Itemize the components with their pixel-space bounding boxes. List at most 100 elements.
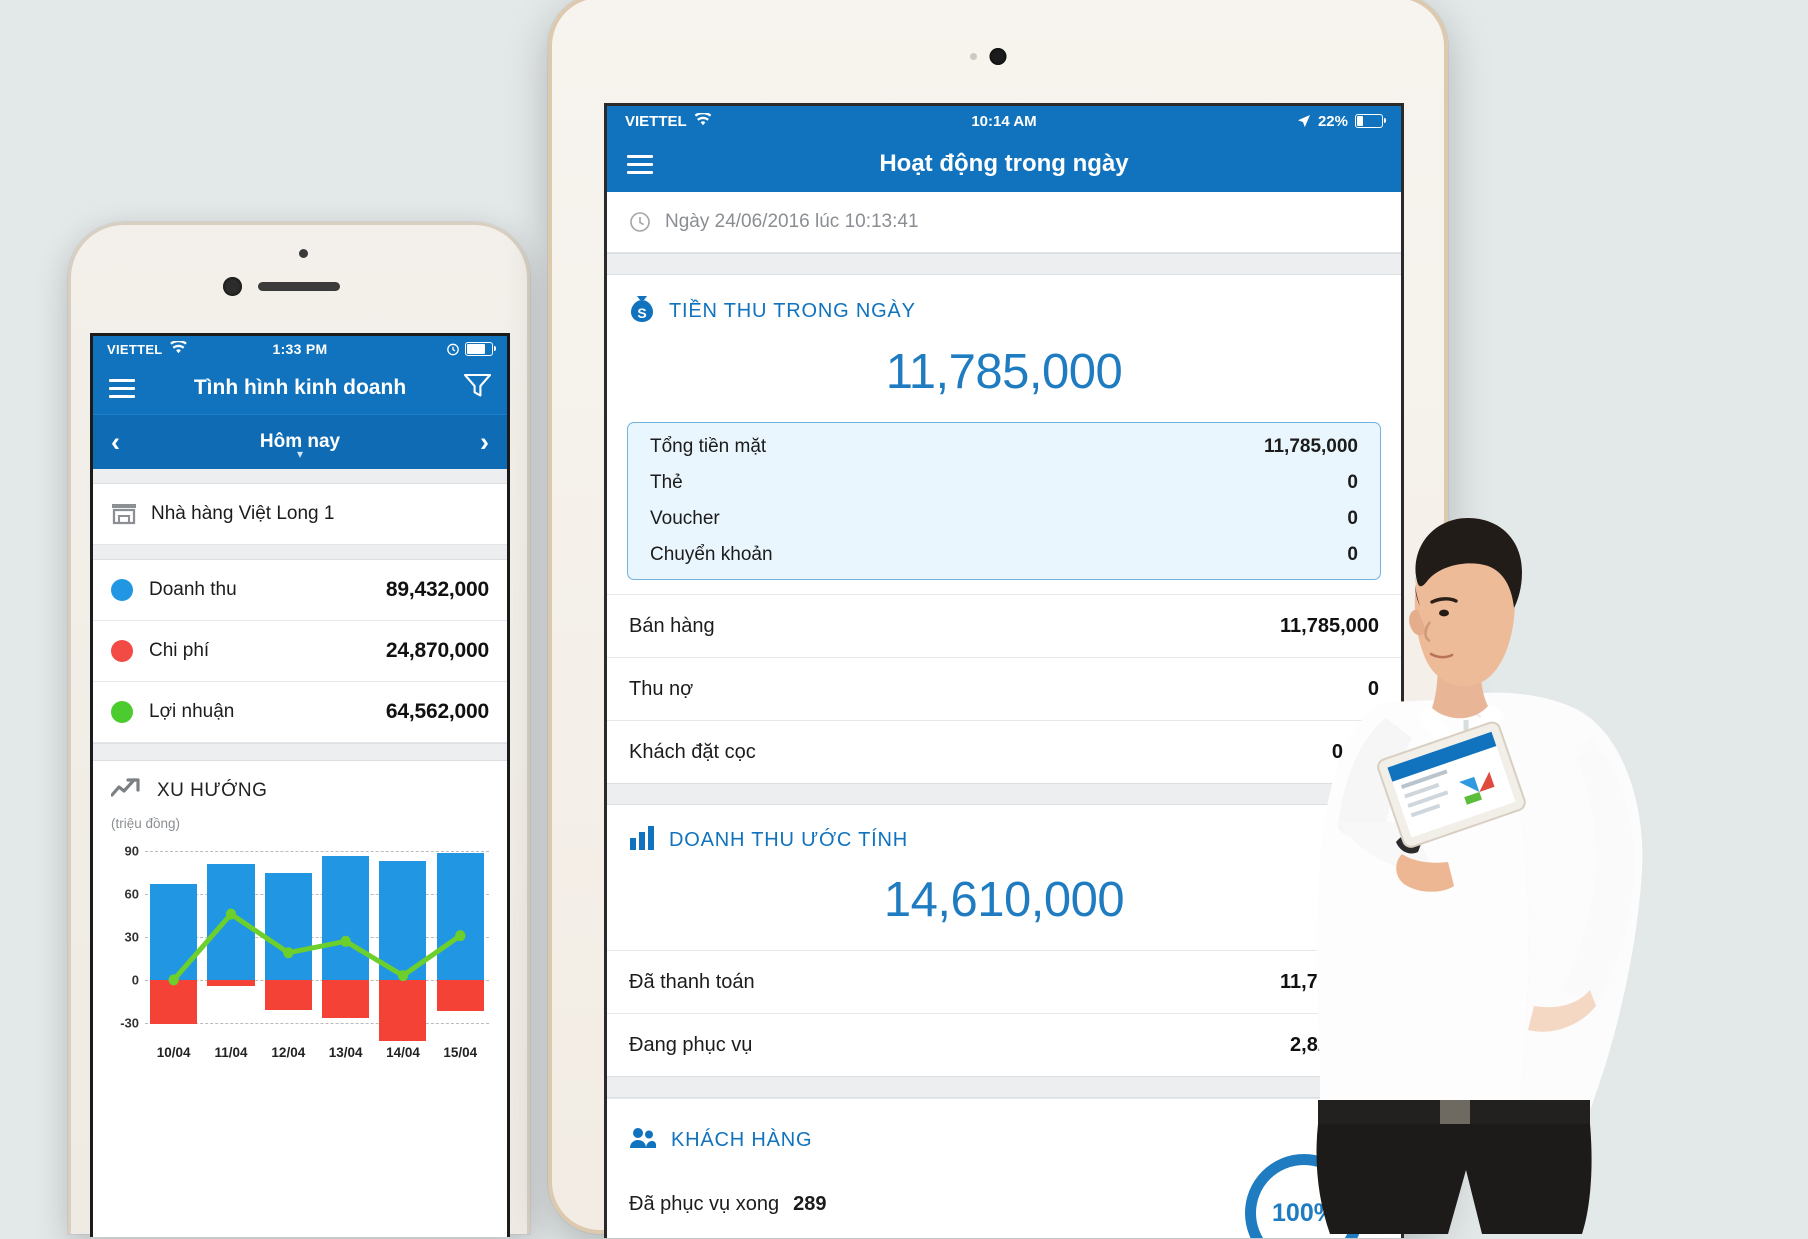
income-row-debt[interactable]: Thu nợ 0 (607, 657, 1401, 720)
tablet-section-gap-3 (607, 1076, 1401, 1098)
metric-label: Chi phí (149, 640, 210, 661)
period-label: Hôm nay (259, 431, 341, 452)
caret-down-icon[interactable]: ▾ (296, 447, 304, 461)
person-photo (1290, 470, 1710, 1234)
y-tick: -30 (120, 1015, 139, 1031)
battery-percent-label: 22% (1317, 112, 1348, 130)
store-name: Nhà hàng Việt Long 1 (151, 503, 335, 524)
wifi-icon (694, 111, 712, 130)
phone-battery-icon (465, 342, 496, 356)
x-tick: 14/04 (386, 1045, 420, 1060)
revenue-row-paid[interactable]: Đã thanh toán 11,785,000 (607, 950, 1401, 1013)
row-label: Bán hàng (629, 614, 715, 637)
gridline (145, 937, 489, 938)
phone-section-gap-3 (93, 743, 507, 761)
metric-dot-profit (111, 701, 133, 723)
tablet-front-camera (989, 48, 1007, 65)
money-bag-icon: S (629, 295, 655, 328)
breakdown-label: Voucher (650, 508, 720, 529)
income-row-sales[interactable]: Bán hàng 11,785,000 (607, 594, 1401, 657)
chart-line-markers (168, 908, 466, 986)
metric-row-revenue[interactable]: Doanh thu 89,432,000 (93, 560, 507, 621)
tablet-status-bar: VIETTEL 10:14 AM 22% (607, 106, 1401, 136)
page-title: Tình hình kinh doanh (193, 376, 407, 399)
date-line: Ngày 24/06/2016 lúc 10:13:41 (607, 192, 1401, 253)
y-tick: 30 (124, 929, 139, 945)
row-label: Đã thanh toán (629, 970, 755, 993)
breakdown-label: Chuyển khoản (650, 544, 773, 565)
phone-status-right (446, 342, 496, 356)
row-value: 0 (1367, 677, 1379, 700)
breakdown-label: Tổng tiền mặt (650, 436, 767, 457)
date-text: Ngày 24/06/2016 lúc 10:13:41 (665, 211, 919, 232)
phone-front-camera (223, 277, 242, 296)
alarm-icon (447, 343, 459, 356)
tablet-carrier-label: VIETTEL (625, 112, 687, 130)
people-icon (629, 1126, 657, 1155)
breakdown-value: 0 (1347, 508, 1358, 529)
gridline (145, 894, 489, 896)
store-icon (111, 502, 137, 526)
row-label: Thu nợ (629, 677, 694, 700)
breakdown-value: 11,785,000 (1263, 436, 1358, 457)
phone-section-gap-1 (93, 469, 507, 484)
revenue-section-header: DOANH THU ƯỚC TÍNH (607, 805, 1401, 862)
gridline (145, 1022, 489, 1024)
trend-up-icon (110, 777, 145, 804)
breakdown-row: Chuyển khoản 0 (628, 537, 1380, 573)
chevron-right-icon[interactable]: › (480, 426, 489, 457)
phone-device: VIETTEL 1:33 PM Tình hình kinh doanh ‹ H… (68, 222, 530, 1237)
hamburger-icon[interactable] (109, 378, 135, 398)
hamburger-icon[interactable] (627, 154, 653, 174)
metric-row-profit[interactable]: Lợi nhuận 64,562,000 (93, 682, 507, 743)
chart-plot-area (145, 837, 489, 1042)
metric-dot-cost (111, 640, 133, 662)
y-tick: 0 (131, 972, 139, 988)
bar-group (260, 837, 317, 1037)
period-selector-bar: ‹ Hôm nay ▾ › (93, 414, 507, 469)
income-breakdown-card: Tổng tiền mặt 11,785,000 Thẻ 0 Voucher 0 Ch… (627, 422, 1381, 580)
income-section-title: TIỀN THU TRONG NGÀY (669, 300, 916, 322)
location-arrow-icon (1297, 115, 1310, 128)
metric-row-cost[interactable]: Chi phí 24,870,000 (93, 621, 507, 682)
bar-chart-icon (629, 825, 655, 856)
breakdown-row: Voucher 0 (628, 501, 1380, 537)
phone-clock: 1:33 PM (272, 341, 328, 357)
chevron-left-icon[interactable]: ‹ (111, 426, 120, 457)
tablet-clock: 10:14 AM (971, 112, 1037, 130)
customers-served-row[interactable]: Đã phục vụ xong 289 100% (607, 1154, 1401, 1238)
income-section-header: S TIỀN THU TRONG NGÀY (607, 275, 1401, 334)
tablet-screen: VIETTEL 10:14 AM 22% Hoạt động trong ngà… (604, 103, 1404, 1238)
trend-header: XU HƯỚNG (93, 761, 507, 808)
svg-text:S: S (637, 305, 646, 321)
income-row-deposit[interactable]: Khách đặt cọc 0 ▾ (607, 720, 1401, 783)
trend-chart: 90 60 30 0 -30 (103, 837, 489, 1042)
tablet-section-gap-1 (607, 253, 1401, 275)
x-tick: 11/04 (214, 1045, 248, 1060)
phone-section-gap-2 (93, 545, 507, 560)
income-total: 11,785,000 (885, 345, 1123, 399)
chart-line-series (145, 837, 489, 1037)
chart-y-axis: 90 60 30 0 -30 (103, 837, 143, 1037)
chart-x-axis: 10/04 11/04 12/04 13/04 14/04 15/04 (145, 1045, 489, 1060)
phone-sensor (299, 249, 308, 258)
bar-group (317, 837, 374, 1037)
x-tick: 12/04 (271, 1045, 306, 1060)
store-row[interactable]: Nhà hàng Việt Long 1 (93, 484, 507, 545)
row-label: Khách đặt cọc (629, 740, 756, 763)
tablet-battery-icon (1355, 114, 1386, 128)
page-title: Hoạt động trong ngày (879, 150, 1129, 177)
funnel-icon[interactable] (463, 373, 492, 403)
row-value: 0 (1331, 740, 1343, 763)
wifi-icon (169, 339, 187, 357)
y-tick: 60 (124, 886, 139, 902)
x-tick: 13/04 (328, 1045, 363, 1060)
revenue-total: 14,610,000 (883, 873, 1125, 927)
metric-dot-revenue (111, 579, 133, 601)
row-value: 11,785,000 (1280, 614, 1379, 637)
chart-unit-label: (triệu đồng) (111, 816, 181, 831)
revenue-row-serving[interactable]: Đang phục vụ 2,825,000 (607, 1013, 1401, 1076)
phone-navbar: Tình hình kinh doanh (93, 362, 507, 414)
breakdown-row: Thẻ 0 (628, 465, 1380, 501)
phone-carrier-label: VIETTEL (107, 341, 163, 357)
